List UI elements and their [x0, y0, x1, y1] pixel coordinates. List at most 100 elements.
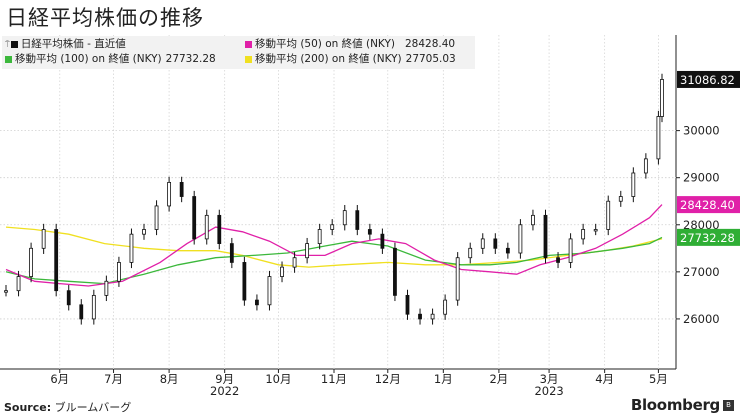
- candle-body: [217, 214, 222, 245]
- candle-body: [229, 243, 234, 263]
- legend-label-ma100: 移動平均 (100) on 終値 (NKY): [15, 53, 162, 65]
- candle-body: [443, 299, 448, 315]
- brand-logo: Bloomberg: [630, 396, 720, 414]
- candle-body: [393, 247, 397, 296]
- candle-body: [305, 243, 310, 259]
- candle-body: [367, 229, 372, 235]
- chart-title: 日経平均株価の推移: [6, 6, 204, 30]
- legend-item-ma50: 移動平均 (50) on 終値 (NKY) 28428.40: [245, 37, 455, 52]
- last-value-label: 27732.28: [680, 231, 735, 245]
- candle-body: [342, 210, 347, 226]
- candle-body: [54, 229, 59, 292]
- x-tick-label: 5月: [649, 372, 668, 386]
- bloomberg-badge-icon: B: [723, 400, 734, 411]
- legend-value-ma200: 27705.03: [405, 53, 456, 65]
- candle-body: [192, 196, 197, 240]
- x-tick-label: 11月: [321, 372, 347, 386]
- legend-swatch-price: [10, 41, 18, 48]
- y-tick-label: 27000: [683, 265, 720, 279]
- candle-body: [518, 224, 523, 254]
- candle-body: [405, 294, 410, 315]
- candle-body: [618, 196, 623, 202]
- candle-body: [129, 233, 134, 263]
- candle-body: [505, 247, 510, 254]
- candle-body: [556, 257, 560, 263]
- y-axis: 26000 27000 28000 29000 30000: [676, 124, 720, 326]
- source-prefix: Source:: [4, 401, 52, 414]
- last-value-box: [677, 228, 740, 246]
- y-tick-label: 28000: [683, 218, 720, 232]
- x-tick-label: 2月: [489, 372, 508, 386]
- y-tick-label: 30000: [683, 124, 720, 138]
- legend-item-ma200: 移動平均 (200) on 終値 (NKY) 27705.03: [245, 52, 456, 67]
- candle-body: [493, 238, 498, 249]
- candle-body: [430, 313, 435, 320]
- last-value-labels: 31086.82 28428.40 27732.28: [677, 70, 740, 246]
- candle-body: [4, 290, 8, 293]
- source-text: ブルームバーグ: [54, 401, 132, 414]
- candle-body: [568, 238, 573, 263]
- x-tick-label: 4月: [595, 372, 614, 386]
- x-tick-label: 3月: [540, 372, 559, 386]
- pin-icon: ⍑: [5, 40, 10, 49]
- x-tick-label: 7月: [104, 372, 123, 386]
- candle-body: [117, 262, 121, 282]
- candle-body: [656, 116, 661, 160]
- x-tick-label: 6月: [50, 372, 69, 386]
- candle-body: [455, 257, 460, 301]
- x-tick-label: 1月: [434, 372, 453, 386]
- candle-body: [317, 229, 322, 245]
- legend-swatch-ma50: [245, 41, 252, 48]
- x-year-label: 2022: [210, 384, 239, 398]
- candle-body: [480, 238, 485, 249]
- candle-body: [631, 172, 636, 197]
- candle-body: [418, 313, 422, 320]
- candle-body: [16, 276, 21, 292]
- candle-body: [468, 247, 473, 259]
- candle-body: [543, 214, 548, 259]
- x-tick-label: 10月: [265, 372, 291, 386]
- legend-item-ma100: 移動平均 (100) on 終値 (NKY) 27732.28: [2, 52, 245, 67]
- legend-swatch-ma100: [5, 56, 12, 63]
- candle-body: [643, 158, 648, 174]
- candle-body: [29, 247, 33, 277]
- legend-label-price: 日経平均株価 - 直近値: [20, 38, 126, 50]
- legend-value-ma100: 27732.28: [165, 53, 216, 65]
- legend-label-ma200: 移動平均 (200) on 終値 (NKY): [255, 53, 402, 65]
- candle-body: [330, 224, 335, 230]
- candle-body: [593, 229, 598, 232]
- candle-body: [531, 214, 535, 226]
- gridlines: [0, 35, 677, 370]
- candle-body: [581, 229, 586, 240]
- candle-body: [66, 290, 71, 306]
- x-tick-label: 12月: [375, 372, 401, 386]
- candle-body: [292, 257, 297, 268]
- last-value-label: 28428.40: [680, 198, 735, 212]
- y-tick-label: 26000: [683, 312, 720, 326]
- y-tick-label: 29000: [683, 171, 720, 185]
- candle-body: [606, 200, 611, 230]
- last-value-label: 31086.82: [680, 73, 735, 87]
- candle-body: [154, 205, 159, 230]
- series-line: [5, 204, 663, 287]
- candle-body: [242, 262, 247, 301]
- candle-body: [660, 79, 664, 117]
- candle-body: [355, 210, 360, 230]
- legend-item-price: ⍑ 日経平均株価 - 直近値: [2, 37, 245, 52]
- series-layer: [4, 73, 664, 325]
- legend-value-ma50: 28428.40: [404, 38, 456, 50]
- source-note: Source: ブルームバーグ: [4, 399, 131, 415]
- candle-body: [142, 229, 146, 235]
- x-axis: 6月 7月 8月 9月 10月 11月 12月 1月 2月 3月 4月 5月 2022 2023: [50, 369, 668, 398]
- x-tick-label: 9月: [215, 372, 234, 386]
- last-value-box: [677, 196, 740, 214]
- series-line: [5, 226, 663, 268]
- candle-body: [91, 294, 96, 320]
- candle-body: [41, 229, 46, 249]
- last-value-box: [677, 70, 740, 88]
- candle-body: [179, 181, 184, 197]
- candle-body: [167, 181, 172, 207]
- candle-body: [267, 276, 272, 306]
- candle-body: [79, 304, 84, 320]
